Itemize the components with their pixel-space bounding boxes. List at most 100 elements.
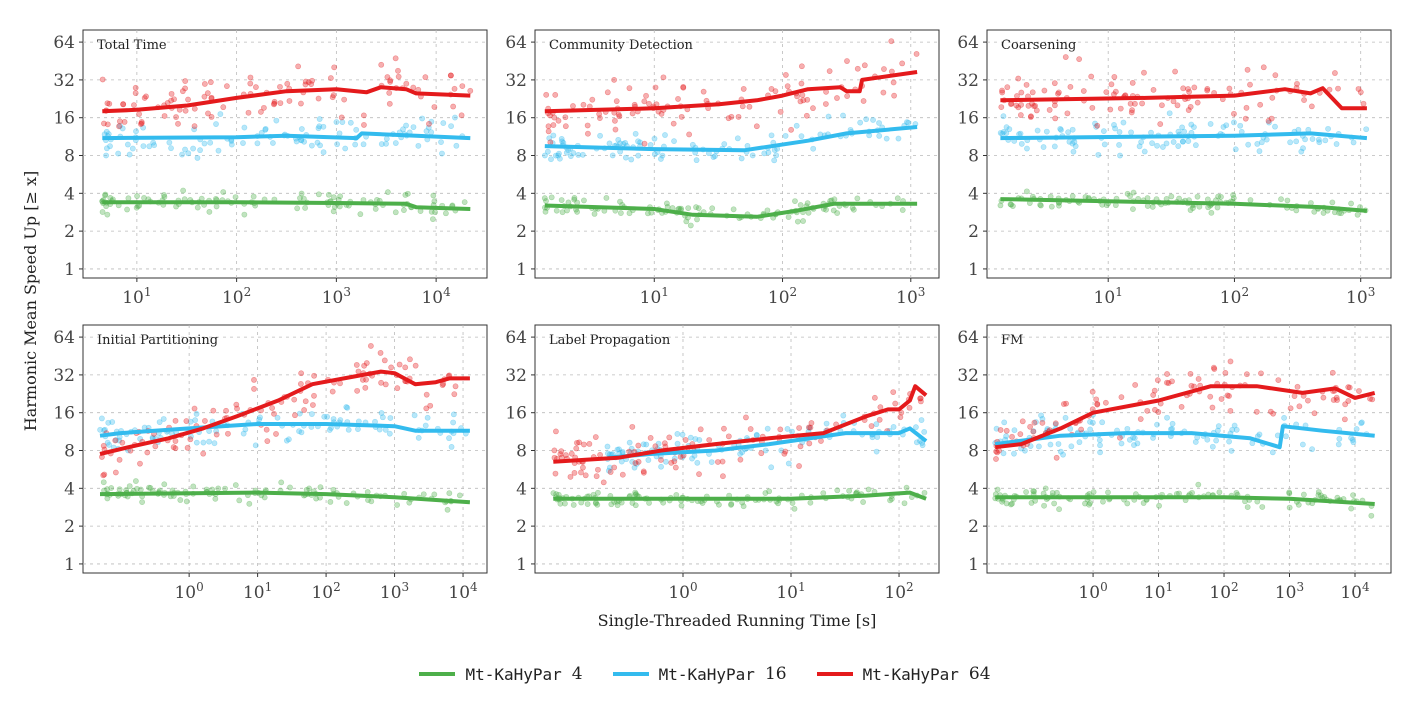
scatter-point (635, 458, 642, 465)
scatter-point (101, 427, 107, 434)
scatter-point (1130, 189, 1137, 196)
scatter-point (1180, 138, 1186, 145)
scatter-point (679, 431, 686, 438)
scatter-point (721, 425, 727, 432)
scatter-point (106, 442, 113, 448)
scatter-point (1231, 119, 1237, 126)
scatter-point (1013, 102, 1020, 109)
series-line (99, 369, 470, 456)
scatter-point (1028, 113, 1034, 120)
scatter-point (1214, 427, 1221, 434)
scatter-point (453, 142, 460, 149)
scatter-point (1093, 123, 1100, 130)
scatter-point (126, 483, 133, 489)
scatter-point (1060, 451, 1066, 458)
scatter-point (1017, 130, 1024, 137)
scatter-point (782, 448, 789, 455)
scatter-point (246, 500, 253, 507)
scatter-point (193, 410, 200, 417)
scatter-point (567, 473, 574, 480)
scatter-point (330, 486, 337, 493)
scatter-point (663, 458, 669, 465)
scatter-point (1057, 448, 1064, 455)
scatter-point (1144, 195, 1151, 201)
scatter-point (555, 117, 562, 124)
scatter-point (671, 455, 678, 462)
scatter-point (102, 191, 109, 198)
scatter-point (133, 204, 140, 211)
scatter-point (640, 469, 647, 476)
scatter-point (1185, 138, 1192, 144)
scatter-point (1023, 188, 1030, 195)
scatter-point (557, 451, 564, 458)
scatter-point (1144, 203, 1151, 209)
scatter-point (423, 405, 430, 412)
scatter-point (793, 122, 800, 129)
scatter-point (1024, 145, 1030, 152)
scatter-point (387, 77, 394, 84)
scatter-point (1150, 392, 1157, 398)
scatter-point (98, 415, 105, 422)
scatter-point (1111, 122, 1117, 128)
scatter-point (137, 460, 143, 467)
scatter-point (658, 457, 664, 463)
scatter-point (678, 502, 685, 509)
scatter-point (1108, 81, 1115, 88)
scatter-point (672, 464, 679, 471)
scatter-point (1223, 122, 1230, 129)
scatter-point (605, 450, 611, 457)
scatter-point (758, 450, 765, 457)
scatter-point (765, 149, 772, 156)
scatter-point (1294, 383, 1301, 390)
scatter-point (302, 398, 309, 405)
scatter-point (1111, 74, 1118, 80)
scatter-point (388, 364, 395, 371)
scatter-point (687, 222, 694, 229)
scatter-point (308, 142, 315, 149)
scatter-point (544, 148, 551, 155)
scatter-point (1266, 119, 1272, 126)
scatter-point (331, 194, 337, 201)
scatter-point (431, 104, 438, 110)
scatter-point (806, 440, 813, 447)
y-tick-label: 32 (505, 71, 527, 91)
scatter-point (614, 502, 621, 509)
scatter-point (1231, 110, 1237, 117)
series-line (553, 490, 927, 501)
scatter-point (734, 135, 741, 142)
scatter-point (584, 122, 591, 129)
scatter-point (1211, 366, 1218, 372)
scatter-point (1258, 370, 1264, 377)
scatter-point (1227, 358, 1234, 365)
series-line (995, 495, 1375, 506)
scatter-point (191, 405, 198, 412)
scatter-point (168, 145, 174, 152)
scatter-point (645, 457, 652, 463)
scatter-point (378, 379, 385, 386)
scatter-point (655, 440, 662, 447)
scatter-point (136, 111, 142, 117)
scatter-point (222, 485, 228, 492)
scatter-point (200, 450, 207, 457)
scatter-point (805, 209, 812, 216)
scatter-point (1254, 140, 1261, 147)
scatter-point (999, 498, 1005, 505)
scatter-point (206, 208, 213, 215)
scatter-point (591, 210, 598, 217)
scatter-point (269, 405, 276, 411)
scatter-point (104, 486, 111, 493)
scatter-point (593, 473, 600, 480)
scatter-point (147, 484, 154, 491)
scatter-point (160, 416, 167, 422)
scatter-point (1003, 427, 1010, 434)
scatter-point (749, 152, 756, 159)
scatter-point (141, 95, 148, 101)
scatter-point (1267, 408, 1274, 415)
scatter-point (1034, 127, 1041, 134)
scatter-point (1022, 447, 1028, 454)
scatter-point (1164, 379, 1170, 386)
scatter-point (1069, 193, 1076, 200)
scatter-point (101, 120, 107, 127)
scatter-point (1204, 436, 1211, 443)
scatter-point (1063, 400, 1070, 407)
